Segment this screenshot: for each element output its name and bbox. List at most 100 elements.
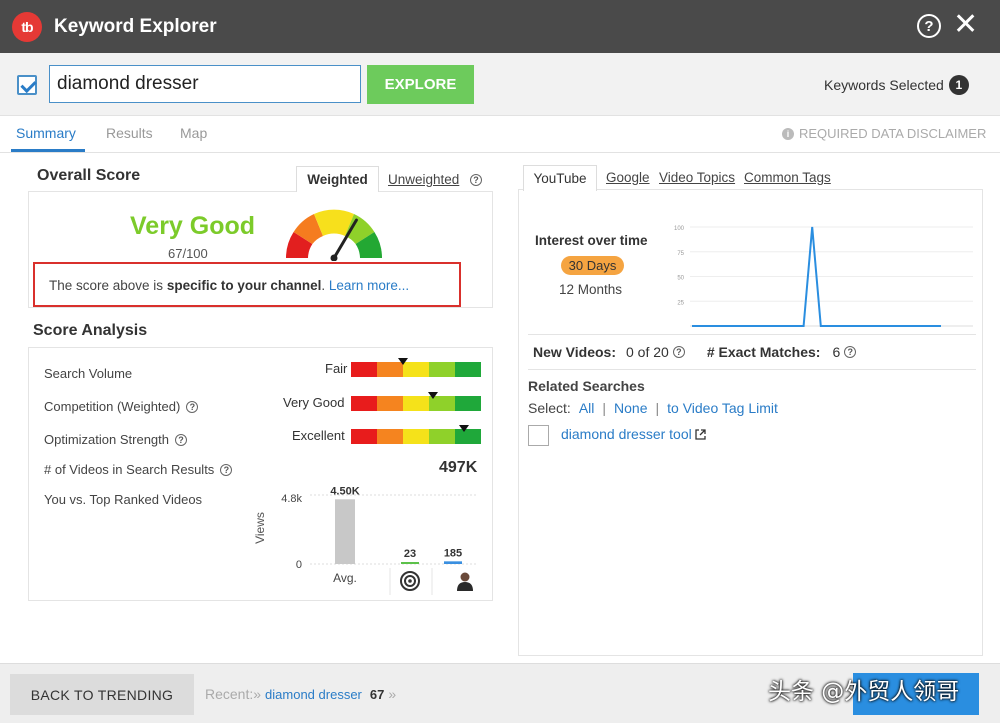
footer-action-button[interactable] xyxy=(853,673,979,715)
learn-more-link[interactable]: Learn more... xyxy=(328,278,410,293)
gauge-segment-yellow xyxy=(314,209,354,236)
select-row: Select: All | None | to Video Tag Limit xyxy=(528,400,778,416)
y-tick-3: 25 xyxy=(677,300,684,306)
title-bar: tb Keyword Explorer ? ✕ xyxy=(0,0,1000,53)
optimization-help-icon[interactable]: ? xyxy=(175,433,188,446)
user-avatar-icon xyxy=(457,572,473,591)
y-tick-max: 4.8k xyxy=(281,493,302,505)
new-videos-help-icon[interactable]: ? xyxy=(672,346,685,358)
gauge-segment-red xyxy=(285,232,313,258)
keywords-selected-count: 1 xyxy=(948,75,969,95)
recent-item-link[interactable]: diamond dresser xyxy=(265,686,362,702)
score-analysis-panel xyxy=(28,347,493,601)
optimization-label: Optimization Strength? xyxy=(44,432,188,447)
select-label: Select: xyxy=(528,400,571,416)
chart-divider xyxy=(528,334,976,335)
competition-label: Competition (Weighted)? xyxy=(44,399,199,414)
select-tag-limit-link[interactable]: to Video Tag Limit xyxy=(667,400,778,416)
gauge-needle xyxy=(332,218,358,260)
score-gauge xyxy=(285,209,383,261)
bar-2 xyxy=(444,561,462,564)
highlight-box xyxy=(33,262,461,307)
tab-unweighted[interactable]: Unweighted xyxy=(388,172,460,187)
recent-searches: Recent:» diamond dresser 67 » xyxy=(205,686,396,702)
data-disclaimer-link[interactable]: i REQUIRED DATA DISCLAIMER xyxy=(782,126,986,141)
keywords-selected[interactable]: Keywords Selected 1 xyxy=(824,75,969,95)
tab-weighted[interactable]: Weighted xyxy=(296,166,379,192)
search-volume-label: Search Volume xyxy=(44,366,133,381)
info-icon: i xyxy=(782,127,794,140)
explore-button[interactable]: EXPLORE xyxy=(367,65,474,104)
keyword-input[interactable] xyxy=(49,65,361,103)
separator: | xyxy=(602,400,607,416)
bar-label-2: 185 xyxy=(444,547,462,559)
help-icon[interactable]: ? xyxy=(917,14,941,38)
top-ranked-label: You vs. Top Ranked Videos xyxy=(44,492,203,507)
app-title: Keyword Explorer xyxy=(54,15,217,37)
x-category-avg: Avg. xyxy=(333,571,357,585)
interest-series-line xyxy=(692,226,941,327)
optimization-bar xyxy=(351,429,481,444)
tab-summary[interactable]: Summary xyxy=(16,125,76,141)
search-volume-rating: Fair xyxy=(325,361,348,376)
note-bold: specific to your channel xyxy=(166,278,322,293)
keyword-checkbox[interactable] xyxy=(17,75,37,95)
recent-next-arrow[interactable]: » xyxy=(388,686,397,702)
competition-rating: Very Good xyxy=(283,395,345,410)
stats-divider xyxy=(528,369,976,370)
unweighted-help-icon[interactable]: ? xyxy=(470,174,482,186)
tab-common-tags[interactable]: Common Tags xyxy=(744,170,831,185)
note-suffix: . xyxy=(321,278,329,293)
channel-score-note: The score above is specific to your chan… xyxy=(49,278,409,293)
new-videos-value: 0 of 20 xyxy=(626,344,669,360)
tab-map[interactable]: Map xyxy=(180,125,208,141)
recent-label: Recent:» xyxy=(205,686,262,702)
range-30-days[interactable]: 30 Days xyxy=(561,256,624,275)
competition-marker xyxy=(427,392,438,399)
bar-1 xyxy=(401,562,419,564)
tab-google[interactable]: Google xyxy=(606,170,650,185)
footer-bar: BACK TO TRENDING Recent:» diamond dresse… xyxy=(0,663,1000,723)
optimization-rating: Excellent xyxy=(292,428,345,443)
interest-line-chart: 100 75 50 25 xyxy=(674,226,973,327)
tab-video-topics[interactable]: Video Topics xyxy=(659,170,736,185)
optimization-marker xyxy=(459,425,470,432)
score-analysis-heading: Score Analysis xyxy=(33,322,148,339)
score-value: 67/100 xyxy=(168,246,208,261)
related-searches-title: Related Searches xyxy=(528,378,645,394)
gauge-pivot xyxy=(330,254,338,261)
tab-results[interactable]: Results xyxy=(106,125,153,141)
y-axis-label: Views xyxy=(253,512,267,544)
related-item-checkbox[interactable] xyxy=(528,425,549,446)
bar-0 xyxy=(335,499,355,564)
related-item-link[interactable]: diamond dresser tool xyxy=(561,426,706,442)
y-tick-1: 75 xyxy=(677,251,684,257)
range-12-months[interactable]: 12 Months xyxy=(559,282,623,297)
target-icon xyxy=(400,571,420,591)
main-tabs: Summary Results Map i REQUIRED DATA DISC… xyxy=(0,116,1000,153)
videos-count-value: 497K xyxy=(439,459,478,476)
videos-help-icon[interactable]: ? xyxy=(220,463,233,476)
related-item-text[interactable]: diamond dresser tool xyxy=(561,426,692,442)
back-to-trending-button[interactable]: BACK TO TRENDING xyxy=(10,674,194,715)
select-none-link[interactable]: None xyxy=(614,400,648,416)
external-link-icon xyxy=(695,428,706,440)
gauge-segment-green xyxy=(355,232,383,258)
close-icon[interactable]: ✕ xyxy=(953,8,979,41)
tab-youtube[interactable]: YouTube xyxy=(523,165,597,191)
competition-help-icon[interactable]: ? xyxy=(186,400,199,413)
separator: | xyxy=(655,400,660,416)
bar-label-1: 23 xyxy=(404,548,416,560)
overall-score-heading: Overall Score xyxy=(37,167,141,184)
keywords-selected-label: Keywords Selected xyxy=(824,77,944,93)
score-rating: Very Good xyxy=(130,212,256,240)
exact-matches-help-icon[interactable]: ? xyxy=(844,346,857,358)
interest-over-time-label: Interest over time xyxy=(535,233,648,248)
active-tab-indicator xyxy=(11,149,85,152)
select-all-link[interactable]: All xyxy=(578,400,595,416)
gauge-segment-orange xyxy=(293,214,323,244)
search-row: EXPLORE Keywords Selected 1 xyxy=(0,53,1000,116)
y-tick-2: 50 xyxy=(677,276,684,282)
disclaimer-text: REQUIRED DATA DISCLAIMER xyxy=(799,126,987,141)
recent-item-count: 67 xyxy=(369,686,385,702)
